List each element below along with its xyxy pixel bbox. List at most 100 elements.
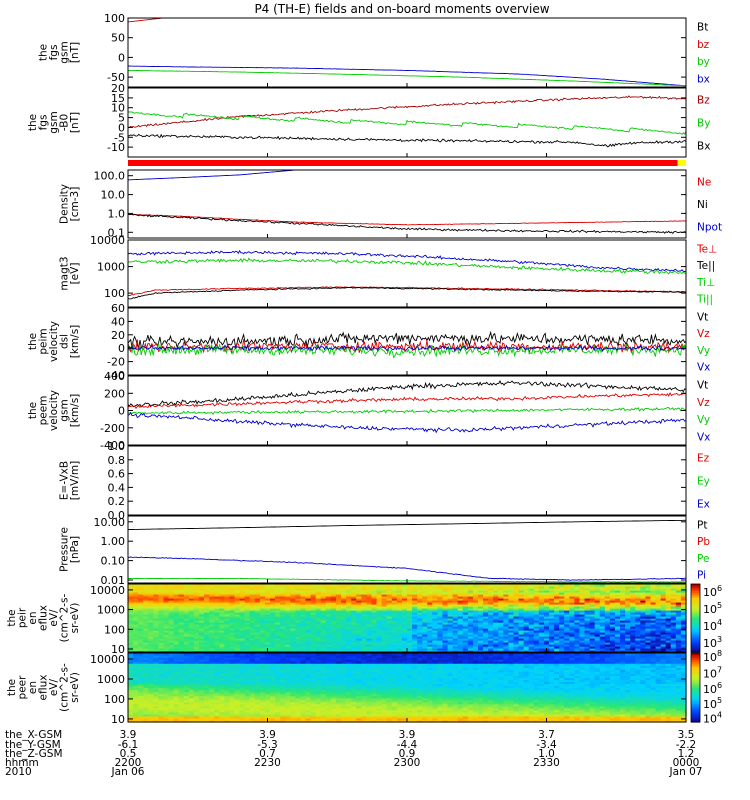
panel-frame	[127, 515, 687, 584]
y-tick-label: 10	[111, 102, 125, 115]
x-row-label: the_Y-GSM	[5, 739, 61, 751]
y-axis-label: en	[27, 611, 39, 624]
y-axis-label: [km/s]	[69, 325, 81, 359]
y-tick-label: 10.00	[94, 516, 126, 529]
legend-entry: Ex	[697, 499, 710, 511]
series-line	[128, 169, 296, 181]
y-axis-label: [cm-3]	[69, 187, 81, 222]
legend-entry: Pe	[697, 553, 709, 565]
y-axis-label: [eV]	[69, 263, 81, 285]
y-tick-label: 400	[104, 370, 125, 383]
series-line	[127, 519, 686, 531]
legend-entry: By	[697, 118, 710, 130]
y-axis-label: velocity	[48, 390, 60, 431]
colorbar-label: 107	[703, 666, 722, 681]
y-tick-label: 0	[118, 405, 125, 418]
legend-entry: Ni	[697, 199, 708, 211]
series-line	[127, 330, 687, 351]
y-axis-label: gsm	[59, 399, 71, 421]
legend-entry: Vt	[697, 380, 708, 392]
y-axis-label: (cm^2-s-	[59, 593, 71, 642]
legend-entry: Te⊥	[696, 243, 717, 255]
spectrogram	[128, 584, 687, 653]
legend-entry: Bx	[697, 141, 710, 153]
y-tick-label: 5	[118, 112, 125, 125]
series-line	[127, 286, 687, 300]
y-axis-label: en	[27, 681, 39, 694]
legend-entry: Ne	[697, 176, 711, 188]
colorbar-label: 104	[703, 618, 722, 633]
y-axis-label: the	[27, 114, 39, 131]
legend-entry: Ti||	[696, 294, 713, 306]
y-axis-label: Density	[59, 184, 71, 224]
series-line	[127, 69, 687, 87]
y-axis-label: eflux	[38, 605, 50, 631]
x-tick-label: -3.4	[536, 739, 557, 751]
y-axis-label: gsm	[59, 41, 71, 63]
x-tick-label: 0.9	[399, 748, 416, 760]
y-tick-label: 1.0	[108, 207, 126, 220]
y-tick-label: -50	[107, 71, 125, 84]
y-axis-label: peer	[17, 675, 29, 700]
y-axis-label: sr-eV)	[69, 603, 81, 634]
y-axis-label: E=-VxB	[59, 461, 71, 500]
y-tick-label: 1000	[97, 673, 125, 686]
x-tick-label: Jan 06	[111, 766, 145, 778]
y-tick-label: 60	[111, 302, 125, 315]
y-tick-label: 0.0	[108, 509, 126, 522]
series-line	[127, 342, 687, 359]
series-line	[127, 65, 687, 87]
y-axis-label: peir	[17, 607, 29, 628]
y-tick-label: 1.00	[101, 535, 126, 548]
x-tick-label: 1.2	[678, 748, 695, 760]
legend-entry: Vz	[697, 328, 710, 340]
y-tick-label: -20	[107, 356, 125, 369]
x-tick-label: -6.1	[118, 739, 139, 751]
series-line	[128, 286, 687, 296]
x-tick-label: 0.5	[120, 748, 137, 760]
spectrogram	[128, 653, 687, 723]
y-axis-label: eV/	[48, 678, 60, 696]
legend-entry: Vy	[697, 345, 710, 357]
panel-9: 106 105 104 103 10000 1000 100 10 thepeireneflux…	[6, 583, 722, 656]
series-line	[128, 17, 184, 23]
panel-frame	[127, 239, 687, 308]
legend-entry: Ti⊥	[696, 277, 715, 289]
status-bar-yellow	[677, 160, 686, 166]
y-axis-label: the	[27, 333, 39, 350]
y-tick-label: 100	[104, 12, 125, 25]
y-tick-label: -400	[100, 439, 125, 452]
legend-entry: Ey	[697, 476, 710, 488]
x-tick-label: 0000	[673, 757, 700, 769]
y-tick-label: 10	[111, 643, 125, 656]
y-axis-label: the	[38, 44, 50, 61]
y-axis-label: [nT]	[69, 42, 81, 63]
x-tick-label: 1.0	[538, 748, 555, 760]
legend-entry: Bz	[697, 95, 710, 107]
x-tick-label: 3.9	[120, 729, 137, 741]
panel-frame	[127, 445, 687, 516]
y-tick-label: 0.2	[108, 495, 126, 508]
y-tick-label: 100.0	[94, 170, 126, 183]
series-line	[127, 391, 687, 409]
status-bar-red	[128, 160, 678, 166]
y-axis-label: [nT]	[69, 112, 81, 133]
legend-entry: bx	[697, 73, 710, 85]
legend-entry: by	[697, 56, 710, 68]
y-axis-label: sr-eV)	[69, 672, 81, 703]
y-tick-label: 200	[104, 387, 125, 400]
legend-entry: bz	[697, 39, 710, 51]
y-axis-label: the	[6, 679, 18, 696]
x-tick-label: 3.5	[678, 729, 695, 741]
y-tick-label: 0.1	[108, 226, 126, 239]
y-tick-label: 0	[118, 342, 125, 355]
series-line	[127, 257, 687, 275]
panel-frame	[127, 169, 687, 239]
y-tick-label: 10	[111, 713, 125, 726]
x-tick-label: 2200	[115, 757, 142, 769]
y-axis-label: (cm^2-s-	[59, 663, 71, 712]
